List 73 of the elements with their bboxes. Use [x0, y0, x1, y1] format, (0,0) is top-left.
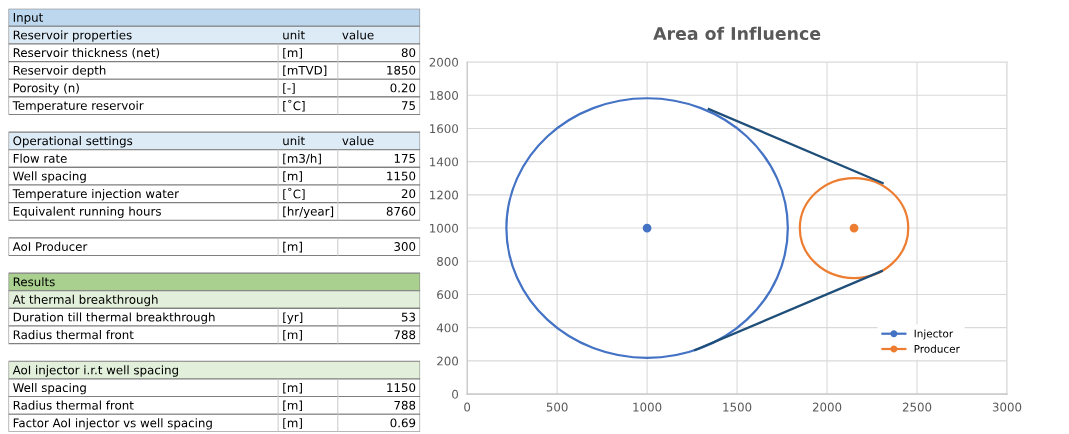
text: unit	[283, 30, 305, 40]
y-tick-label: 1600	[430, 124, 459, 134]
y-tick-label: 1000	[430, 223, 459, 233]
text: 1150	[387, 171, 416, 181]
text: 1150	[387, 383, 416, 393]
text: Factor AoI injector vs well spacing	[13, 418, 212, 430]
text: value	[342, 30, 374, 40]
text: At thermal breakthrough	[12, 294, 158, 307]
text: [m]	[283, 418, 302, 429]
text: Well spacing	[13, 171, 86, 183]
text: Results	[13, 277, 55, 287]
x-tick-label: 1000	[633, 402, 662, 412]
text: [m3/h]	[283, 153, 321, 165]
y-tick-label: 800	[437, 256, 459, 266]
y-tick-label: 200	[437, 356, 459, 366]
text: [m]	[283, 171, 302, 182]
text: [˚C]	[283, 99, 305, 112]
text: Radius thermal front	[13, 330, 134, 340]
text: 80	[401, 48, 416, 58]
text: 175	[394, 154, 415, 163]
text: [yr]	[283, 312, 303, 324]
y-tick-label: 600	[437, 290, 459, 300]
text: Well spacing	[13, 382, 86, 395]
x-tick-label: 2500	[902, 402, 932, 412]
text: 20	[401, 189, 416, 199]
text: Flow rate	[13, 153, 67, 163]
y-tick-label: 1400	[430, 157, 459, 167]
text: [m]	[283, 400, 302, 412]
text: Porosity (n)	[13, 83, 79, 95]
text: 8760	[386, 206, 416, 216]
y-tick-label: 400	[436, 323, 459, 333]
text: [m]	[283, 47, 302, 59]
x-tick-label: 0	[464, 402, 471, 412]
text: AoI injector i.r.t well spacing	[12, 365, 178, 377]
x-tick-label: 1500	[723, 402, 752, 412]
text: Input	[13, 13, 43, 25]
text: Duration till thermal breakthrough	[13, 312, 215, 324]
text: Reservoir thickness (net)	[13, 47, 160, 59]
y-tick-label: 1200	[430, 190, 459, 200]
text: Equivalent running hours	[13, 206, 161, 219]
text: value	[342, 136, 374, 146]
text: [˚C]	[283, 187, 305, 200]
text: [m]	[283, 241, 302, 253]
text: AoI Producer	[12, 241, 88, 252]
text: 0.20	[390, 83, 416, 93]
text: Reservoir depth	[13, 65, 106, 77]
chart-title: Area of Influence	[653, 26, 821, 41]
text: [m]	[283, 330, 302, 341]
text: [-]	[283, 83, 295, 94]
text: [hr/year]	[283, 206, 334, 219]
text: Temperature injection water	[12, 188, 179, 201]
text: [m]	[283, 382, 302, 394]
y-tick-label: 1800	[430, 90, 459, 100]
text: Reservoir properties	[13, 30, 132, 42]
text: Temperature reservoir	[12, 100, 144, 113]
text: unit	[283, 136, 305, 146]
text: Operational settings	[13, 136, 133, 148]
x-tick-label: 2000	[812, 402, 842, 412]
x-tick-label: 500	[546, 402, 568, 412]
text: 75	[401, 101, 415, 110]
y-tick-label: 2000	[429, 57, 459, 67]
legend-label: Injector	[914, 329, 954, 340]
text: 300	[394, 242, 416, 252]
legend-label: Producer	[914, 344, 960, 353]
y-tick-label: 0	[452, 389, 459, 399]
text: 788	[394, 400, 416, 410]
text: Radius thermal front	[13, 400, 134, 410]
text: 1850	[387, 65, 416, 75]
text: 788	[394, 330, 416, 340]
text: 0.69	[390, 418, 416, 428]
text: 53	[401, 312, 416, 322]
text: [mTVD]	[283, 65, 327, 77]
x-tick-label: 3000	[992, 402, 1022, 412]
